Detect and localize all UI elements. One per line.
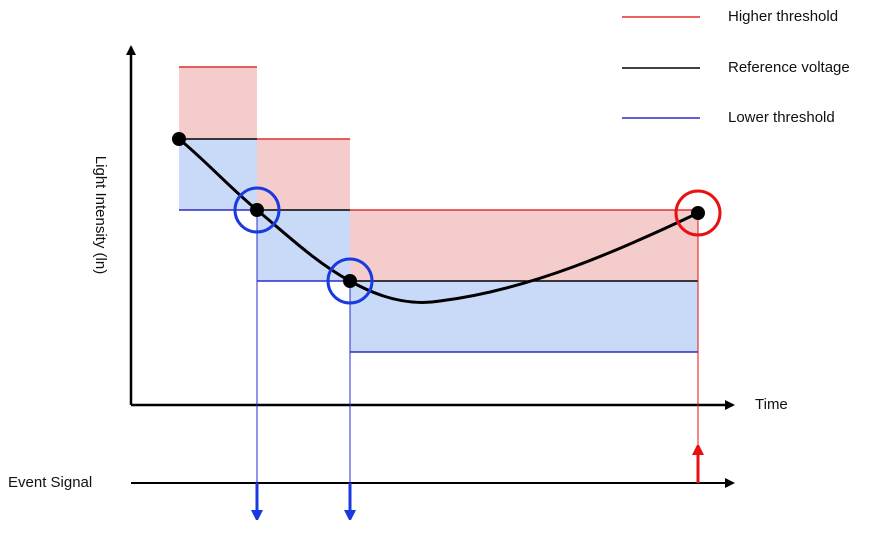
y-axis-label: Light Intensity (ln) <box>92 156 109 274</box>
threshold-lines <box>179 66 698 353</box>
legend-label: Reference voltage <box>728 59 850 76</box>
x-axis-label: Time <box>755 396 788 413</box>
upper-band <box>257 139 350 210</box>
crossing-marker <box>233 186 281 234</box>
light-curve <box>178 137 699 304</box>
upper-band <box>350 210 698 281</box>
legend-label: Higher threshold <box>728 8 838 25</box>
point <box>250 203 264 217</box>
point <box>343 274 357 288</box>
event-label: Event Signal <box>8 474 92 491</box>
legend: Higher threshold Reference voltage Lower… <box>622 8 850 126</box>
lower-band <box>350 281 698 352</box>
point <box>691 206 705 220</box>
point <box>172 132 186 146</box>
crossing-marker <box>674 189 722 237</box>
crossing-marker <box>326 257 374 305</box>
legend-label: Lower threshold <box>728 109 835 126</box>
upper-band <box>179 67 257 139</box>
bands <box>179 67 698 352</box>
